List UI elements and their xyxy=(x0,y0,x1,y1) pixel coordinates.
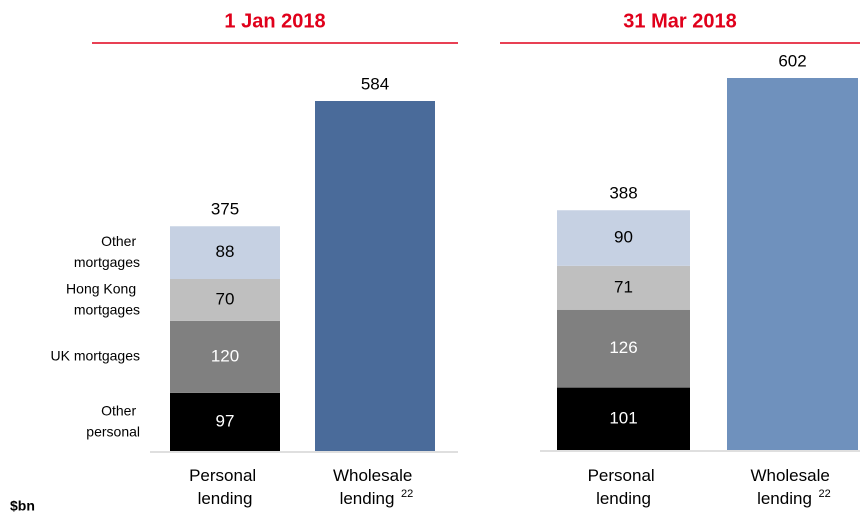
bar-segment xyxy=(315,101,435,451)
footnote-marker: 22 xyxy=(401,488,413,500)
bar-segment xyxy=(170,226,280,279)
footnote-marker: 22 xyxy=(819,488,831,500)
value-label: 70 xyxy=(216,289,235,308)
bar-segment xyxy=(557,387,690,450)
x-tick-label: Personal lending xyxy=(588,466,660,508)
x-tick-label: Wholesale lending xyxy=(750,466,834,508)
series-label: UK mortgages xyxy=(51,348,140,364)
value-label: 88 xyxy=(216,242,235,261)
bar-segment xyxy=(170,320,280,393)
total-label: 602 xyxy=(778,51,806,70)
value-label: 126 xyxy=(609,338,637,357)
value-label: 97 xyxy=(216,411,235,430)
total-label: 375 xyxy=(211,200,239,219)
x-tick-label: Personal lending xyxy=(189,466,261,508)
x-tick-label: Wholesale lending xyxy=(333,466,417,508)
bar-segment xyxy=(727,78,858,450)
series-label: Other personal xyxy=(86,402,140,439)
total-label: 584 xyxy=(361,74,389,93)
bar-segment xyxy=(170,392,280,451)
panel-title: 31 Mar 2018 xyxy=(623,10,736,32)
bar-segment xyxy=(170,278,280,321)
bar-segment xyxy=(557,210,690,266)
bar-segment xyxy=(557,265,690,310)
bar-segment xyxy=(557,309,690,388)
series-label: Other mortgages xyxy=(74,233,140,270)
total-label: 388 xyxy=(609,184,637,203)
value-label: 71 xyxy=(614,277,633,296)
value-label: 101 xyxy=(609,408,637,427)
series-label: Hong Kong mortgages xyxy=(66,280,140,317)
value-label: 90 xyxy=(614,228,633,247)
value-label: 120 xyxy=(211,346,239,365)
panel-title: 1 Jan 2018 xyxy=(224,10,325,32)
unit-label: $bn xyxy=(10,498,35,513)
